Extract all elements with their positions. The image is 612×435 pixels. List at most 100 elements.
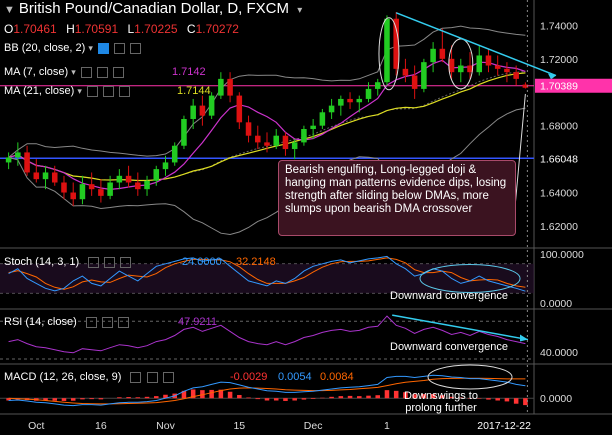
candle-body	[181, 118, 187, 146]
resistance-trendline	[395, 12, 557, 77]
stoch-k-line	[8, 255, 526, 292]
candle-body	[70, 192, 76, 200]
macd-label: MACD (12, 26, close, 9)	[4, 371, 122, 383]
candle-body	[384, 18, 390, 83]
rsi-close-icon[interactable]	[117, 316, 129, 328]
ma21-dropdown-icon[interactable]: ▾	[77, 86, 82, 96]
macd-annotation-line2: prolong further	[405, 402, 477, 414]
stoch-annotation: Downward convergence	[390, 290, 509, 302]
time-tick-label: 1	[384, 420, 390, 432]
candle-body	[319, 112, 326, 126]
candle-body	[356, 98, 363, 103]
ma7-close-icon[interactable]	[112, 66, 124, 78]
collapse-icon[interactable]: ▼	[4, 4, 15, 16]
menu-dropdown-icon[interactable]: ▾	[297, 5, 303, 16]
macd-visibility-icon[interactable]	[130, 371, 142, 383]
bb-legend[interactable]: BB (20, close, 2) ▾	[4, 42, 142, 54]
price-tick-label: 1.62000	[540, 221, 578, 233]
bb-visibility-icon[interactable]	[97, 42, 109, 54]
candle-body	[476, 55, 483, 73]
rsi-value: 47.9211	[178, 316, 217, 328]
ma21-visibility-icon[interactable]	[86, 85, 98, 97]
candle-body	[5, 157, 12, 163]
candle-body	[393, 18, 399, 69]
candle-body	[42, 172, 49, 180]
current-price-badge	[535, 78, 612, 93]
candle-body	[227, 78, 233, 96]
ma7-settings-icon[interactable]	[96, 66, 108, 78]
stoch-close-icon[interactable]	[120, 256, 132, 268]
time-tick-label: Oct	[28, 420, 44, 432]
candle-body	[24, 152, 30, 173]
support-price-bg	[535, 151, 612, 166]
ma7-dropdown-icon[interactable]: ▾	[71, 67, 76, 77]
candle-body	[98, 189, 104, 196]
close-value: 1.70272	[195, 22, 239, 36]
candle-body	[116, 175, 123, 183]
candle-body	[15, 152, 21, 158]
ma21-legend[interactable]: MA (21, close) ▾	[4, 85, 131, 97]
stoch-ellipse	[419, 264, 521, 293]
bb-label: BB (20, close, 2)	[4, 42, 86, 54]
candle-body	[171, 145, 178, 163]
candle-body	[162, 162, 169, 170]
ma7-visibility-icon[interactable]	[80, 66, 92, 78]
ma21-label: MA (21, close)	[4, 85, 75, 97]
candle-body	[33, 172, 40, 180]
candle-body	[273, 135, 279, 146]
ohlc-readout: O1.70461 H1.70591 L1.70225 C1.70272	[4, 22, 245, 36]
current-price-label: 1.70389	[540, 81, 578, 93]
stoch-band-fill	[0, 263, 534, 294]
stoch-d-value: 32.2148	[236, 256, 276, 268]
candle-body	[347, 98, 353, 103]
rsi-legend[interactable]: RSI (14, close)	[4, 316, 129, 328]
candle-body	[448, 58, 455, 73]
candle-body	[61, 182, 67, 193]
candle-body	[135, 182, 141, 190]
candle-body	[282, 135, 289, 150]
rsi-annotation: Downward convergence	[390, 341, 509, 353]
macd-close-icon[interactable]	[162, 371, 174, 383]
candle-body	[439, 48, 446, 59]
time-tick-label: 2017-12-22	[477, 420, 531, 432]
ma7-label: MA (7, close)	[4, 66, 69, 78]
stoch-settings-icon[interactable]	[104, 256, 116, 268]
price-tick-label: 1.74000	[540, 20, 578, 32]
high-value: 1.70591	[74, 22, 119, 36]
stoch-legend[interactable]: Stoch (14, 3, 1)	[4, 256, 132, 268]
candle-body	[125, 175, 132, 183]
stoch-visibility-icon[interactable]	[88, 256, 100, 268]
ma21-close-icon[interactable]	[119, 85, 131, 97]
bb-settings-icon[interactable]	[114, 42, 126, 54]
low-value: 1.70225	[134, 22, 178, 36]
ma21-value: 1.7144	[177, 85, 211, 97]
candle-body	[411, 75, 418, 89]
candle-body	[485, 55, 492, 66]
trendline-arrowhead	[548, 73, 556, 80]
rsi-settings-icon[interactable]	[101, 316, 113, 328]
macd-settings-icon[interactable]	[146, 371, 158, 383]
ma21-settings-icon[interactable]	[103, 85, 115, 97]
stoch-tick-0: 0.0000	[540, 298, 572, 310]
close-label: C	[186, 22, 196, 36]
bb-dropdown-icon[interactable]: ▾	[88, 43, 93, 53]
ma7-legend[interactable]: MA (7, close) ▾	[4, 66, 124, 78]
bb-close-icon[interactable]	[130, 42, 142, 54]
macd-legend[interactable]: MACD (12, 26, close, 9)	[4, 371, 174, 383]
price-tick-label: 1.68000	[540, 121, 578, 133]
candle-body	[88, 184, 95, 190]
candle-body	[51, 172, 58, 183]
macd-line-value: 0.0054	[278, 371, 312, 383]
low-label: L	[127, 22, 135, 36]
rsi-visibility-icon[interactable]	[85, 316, 97, 328]
crosshair-date-bg	[473, 417, 540, 433]
macd-annotation: Downswings to prolong further	[395, 390, 487, 414]
time-tick-label: Nov	[156, 420, 175, 432]
pattern-ellipse-1	[378, 17, 400, 91]
candle-body	[79, 184, 86, 200]
candle-body	[365, 88, 372, 99]
candle-body	[255, 135, 261, 143]
ma7-value: 1.7142	[172, 66, 206, 78]
macd-signal-value: 0.0084	[320, 371, 354, 383]
candle-body	[107, 182, 113, 196]
